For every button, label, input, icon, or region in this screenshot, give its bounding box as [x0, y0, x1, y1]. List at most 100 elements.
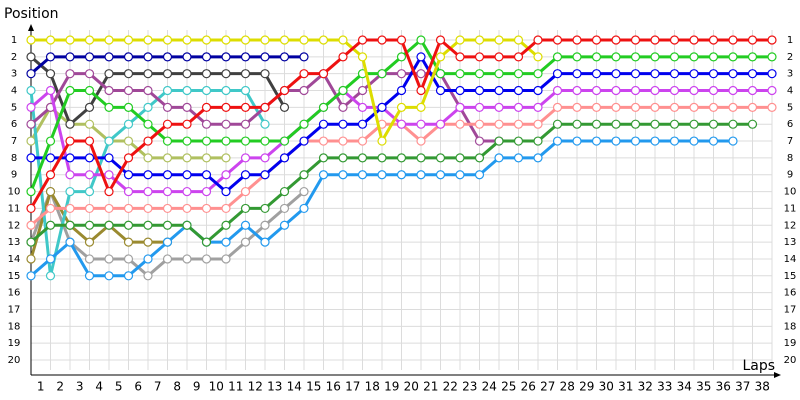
lap-marker [591, 85, 602, 96]
lap-marker [26, 237, 36, 247]
lap-marker [650, 69, 660, 79]
lap-marker [357, 52, 368, 62]
lap-marker [26, 85, 36, 96]
lap-marker [201, 170, 212, 180]
lap-marker [143, 186, 153, 197]
y-tick-label: 12 [8, 220, 21, 231]
lap-marker [201, 102, 212, 112]
lap-marker [123, 220, 134, 230]
y-tick-label: 7 [11, 136, 17, 147]
y-tick-label-right: 6 [787, 119, 793, 130]
lap-marker [162, 102, 173, 112]
lap-marker [260, 102, 270, 112]
lap-marker [26, 220, 36, 230]
x-tick-label: 30 [599, 380, 614, 394]
lap-marker [728, 102, 738, 112]
lap-marker [279, 186, 290, 197]
lap-marker [611, 85, 621, 96]
lap-marker [45, 136, 56, 146]
y-tick-label-right: 18 [784, 321, 797, 332]
lap-marker [494, 153, 504, 163]
lap-marker [357, 136, 368, 146]
lap-marker [65, 153, 75, 163]
lap-marker [221, 220, 231, 230]
lap-marker [650, 136, 660, 146]
lap-marker [182, 119, 192, 129]
lap-marker [630, 119, 641, 129]
x-tick-label: 11 [228, 380, 243, 394]
y-tick-label-right: 16 [784, 288, 797, 299]
lap-marker [357, 35, 368, 45]
lap-marker [455, 85, 465, 96]
lap-marker [591, 119, 602, 129]
lap-marker [279, 203, 290, 214]
y-tick-label: 13 [8, 237, 21, 248]
y-tick-label: 11 [8, 203, 21, 214]
lap-marker [240, 136, 251, 146]
lap-marker [455, 52, 465, 62]
lap-marker [65, 220, 75, 230]
y-tick-label: 9 [11, 170, 17, 181]
lap-marker [338, 153, 348, 163]
lap-marker [494, 52, 504, 62]
lap-marker [552, 69, 563, 79]
y-tick-label: 20 [8, 355, 21, 366]
lap-marker [416, 69, 426, 79]
lap-marker [240, 119, 251, 129]
lap-marker [221, 203, 231, 214]
lap-marker [747, 102, 758, 112]
y-tick-label-right: 8 [787, 153, 793, 164]
lap-marker [143, 119, 153, 129]
lap-marker [416, 170, 426, 180]
lap-marker [494, 85, 504, 96]
lap-marker [513, 153, 524, 163]
x-tick-label: 20 [404, 380, 419, 394]
lap-marker [572, 85, 582, 96]
lap-marker [572, 69, 582, 79]
lap-marker [513, 102, 524, 112]
plot-area [26, 35, 777, 281]
lap-marker [650, 102, 660, 112]
lap-marker [104, 136, 114, 146]
x-tick-label: 4 [95, 380, 103, 394]
lap-marker [708, 119, 719, 129]
lap-marker [435, 52, 446, 62]
lap-marker [552, 35, 563, 45]
lap-marker [201, 119, 212, 129]
lap-marker [747, 119, 758, 129]
lap-marker [747, 85, 758, 96]
lap-marker [143, 69, 153, 79]
lap-marker [669, 69, 680, 79]
lap-marker [533, 136, 543, 146]
lap-marker [84, 85, 95, 96]
x-tick-label: 13 [267, 380, 282, 394]
lap-marker [162, 136, 173, 146]
lap-marker [435, 35, 446, 45]
lap-marker [728, 52, 738, 62]
x-tick-label: 16 [326, 380, 341, 394]
lap-marker [552, 85, 563, 96]
lap-marker [201, 35, 212, 45]
lap-marker [260, 170, 270, 180]
x-tick-label: 10 [209, 380, 224, 394]
lap-marker [669, 102, 680, 112]
lap-marker [26, 254, 36, 264]
lap-marker [123, 254, 134, 264]
y-tick-label-right: 9 [787, 170, 793, 181]
lap-marker [279, 35, 290, 45]
lap-marker [474, 35, 485, 45]
x-tick-label: 22 [443, 380, 458, 394]
x-tick-label: 15 [306, 380, 321, 394]
lap-marker [435, 119, 446, 129]
lap-marker [357, 85, 368, 96]
lap-marker [45, 170, 56, 180]
lap-marker [45, 220, 56, 230]
lap-marker [65, 69, 75, 79]
lap-marker [377, 170, 387, 180]
lap-marker [182, 85, 192, 96]
lap-marker [416, 119, 426, 129]
lap-marker [162, 69, 173, 79]
lap-marker [240, 52, 251, 62]
lap-marker [201, 203, 212, 214]
